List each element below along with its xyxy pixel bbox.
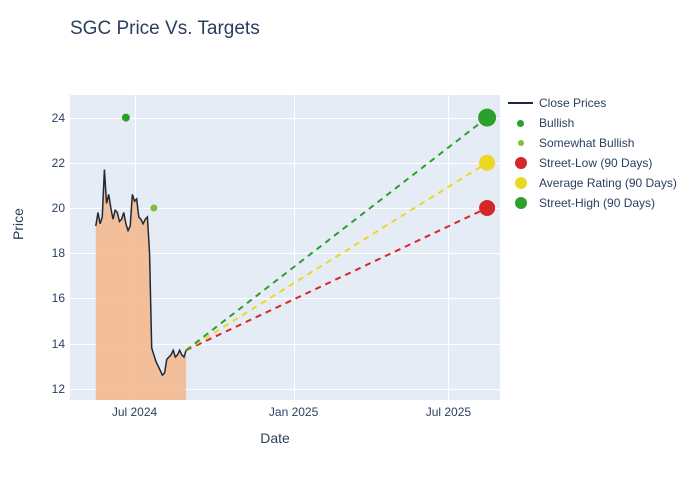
legend-item: Average Rating (90 Days) [508,173,677,193]
rating-point [122,114,130,122]
legend-item: Street-High (90 Days) [508,193,677,213]
legend-label: Close Prices [539,96,606,110]
chart-legend: Close Prices Bullish Somewhat Bullish Stree… [508,93,677,213]
target-line [186,118,487,351]
legend-label: Street-Low (90 Days) [539,156,652,170]
legend-dot-icon [508,120,533,127]
x-tick-label: Jan 2025 [269,405,318,419]
legend-label: Bullish [539,116,574,130]
y-tick-label: 24 [45,111,65,125]
legend-dot-icon [508,177,533,189]
target-line [186,208,487,350]
legend-dot-icon [508,157,533,169]
y-tick-label: 14 [45,337,65,351]
legend-item: Bullish [508,113,677,133]
x-tick-label: Jul 2024 [112,405,157,419]
chart-container: SGC Price Vs. Targets Price Date Close P… [0,0,700,500]
chart-svg [0,0,700,500]
area-fill [96,170,186,400]
y-tick-label: 16 [45,291,65,305]
y-axis-label: Price [10,208,26,240]
y-tick-label: 20 [45,201,65,215]
x-tick-label: Jul 2025 [426,405,471,419]
target-line [186,163,487,351]
y-tick-label: 22 [45,156,65,170]
x-axis-label: Date [260,430,290,446]
legend-label: Somewhat Bullish [539,136,634,150]
legend-label: Street-High (90 Days) [539,196,655,210]
y-tick-label: 12 [45,382,65,396]
legend-item: Close Prices [508,93,677,113]
legend-dot-icon [508,140,533,146]
legend-dot-icon [508,197,533,209]
legend-item: Street-Low (90 Days) [508,153,677,173]
rating-point [150,204,157,211]
legend-line-icon [508,102,533,104]
y-tick-label: 18 [45,246,65,260]
target-marker [479,155,495,171]
legend-label: Average Rating (90 Days) [539,176,677,190]
target-marker [478,109,496,127]
legend-item: Somewhat Bullish [508,133,677,153]
target-marker [479,200,495,216]
